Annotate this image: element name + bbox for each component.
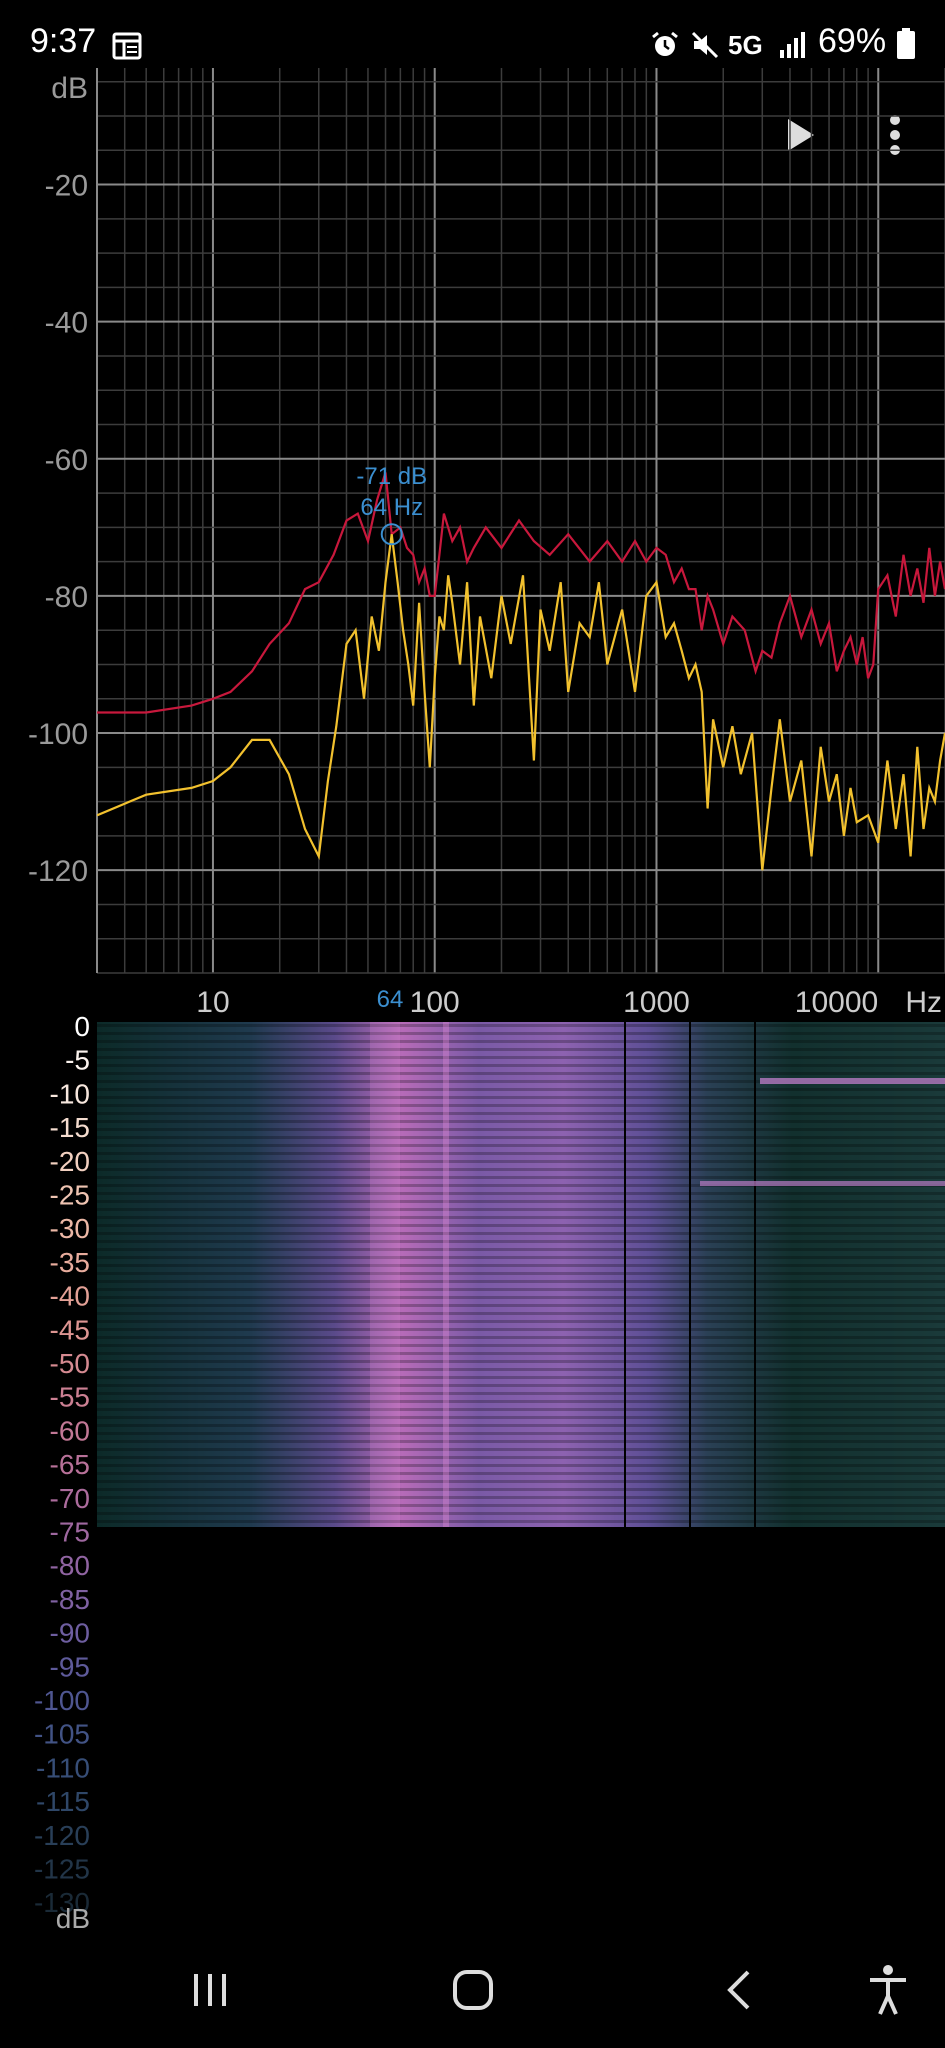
battery-icon: [897, 28, 915, 59]
recent-apps-icon[interactable]: [170, 1960, 250, 2020]
x-tick-label: 10: [196, 986, 229, 1019]
scale-label: -5: [65, 1045, 90, 1076]
x-tick-label: 10000: [795, 986, 878, 1019]
back-icon[interactable]: [700, 1960, 780, 2020]
accessibility-icon[interactable]: [848, 1960, 928, 2020]
peak-db-label: -71 dB: [356, 463, 427, 490]
scale-label: -65: [50, 1449, 90, 1480]
scale-label: -125: [34, 1854, 90, 1885]
y-tick-label: -80: [45, 581, 88, 614]
x-tick-label: 1000: [623, 986, 690, 1019]
cursor-frequency: 64: [377, 986, 404, 1013]
scale-label: -115: [36, 1786, 90, 1817]
scale-label: 0: [74, 1011, 90, 1042]
scale-label: -10: [50, 1078, 90, 1109]
scale-label: -50: [50, 1348, 90, 1379]
home-icon[interactable]: [433, 1960, 513, 2020]
battery-percent: 69%: [818, 22, 887, 60]
network-type: 5G: [728, 30, 763, 60]
scale-label: -85: [50, 1584, 90, 1615]
x-axis-unit: Hz: [905, 986, 942, 1019]
scale-label: -95: [50, 1651, 90, 1682]
y-tick-label: -20: [45, 170, 88, 203]
x-tick-label: 100: [410, 986, 460, 1019]
status-bar: 9:37 5G 69%: [0, 0, 945, 88]
peak-hz-label: 64 Hz: [360, 494, 423, 521]
y-tick-label: -60: [45, 444, 88, 477]
scale-label: -100: [34, 1685, 90, 1716]
scale-label: -40: [50, 1281, 90, 1312]
scale-label: -35: [50, 1247, 90, 1278]
spectrogram-unit: dB: [56, 1903, 90, 1930]
scale-label: -30: [50, 1213, 90, 1244]
play-icon[interactable]: [770, 105, 830, 165]
y-tick-label: -100: [28, 718, 88, 751]
scale-label: -80: [50, 1550, 90, 1581]
scale-label: -55: [50, 1382, 90, 1413]
scale-label: -25: [50, 1180, 90, 1211]
y-tick-label: -120: [28, 855, 88, 888]
scale-label: -75: [50, 1517, 90, 1548]
alarm-icon: [652, 31, 678, 56]
scale-label: -90: [50, 1618, 90, 1649]
scale-label: -120: [34, 1820, 90, 1851]
y-axis-unit: dB: [51, 72, 88, 105]
status-time: 9:37: [30, 22, 97, 60]
scale-label: -15: [50, 1112, 90, 1143]
notes-icon: [112, 32, 142, 60]
scale-label: -110: [36, 1752, 90, 1783]
scale-label: -70: [50, 1483, 90, 1514]
peak-marker[interactable]: [380, 523, 403, 546]
scale-label: -20: [50, 1146, 90, 1177]
signal-icon: [780, 32, 805, 58]
scale-label: -130: [34, 1887, 90, 1918]
spectrum-grid: [96, 68, 945, 974]
spectrogram-scale: 0-5-10-15-20-25-30-35-40-45-50-55-60-65-…: [34, 1011, 90, 1918]
spectrogram: [97, 1022, 945, 1930]
x-axis-ticks: 10 100 1000 10000: [196, 986, 878, 1019]
series-peak-hold-line: [97, 472, 945, 714]
scale-label: -45: [50, 1314, 90, 1345]
mute-icon: [691, 31, 719, 59]
navigation-bar: [0, 1930, 945, 2048]
scale-label: -60: [50, 1415, 90, 1446]
spectrum-analyzer[interactable]: dB -20-40-60-80-100-120 10 100 1000 10000 H…: [0, 0, 945, 1930]
series-current-line: [97, 534, 945, 871]
y-tick-label: -40: [45, 307, 88, 340]
y-axis-ticks: -20 -40 -60 -80 -100 -120: [28, 170, 88, 889]
scale-label: -105: [34, 1719, 90, 1750]
